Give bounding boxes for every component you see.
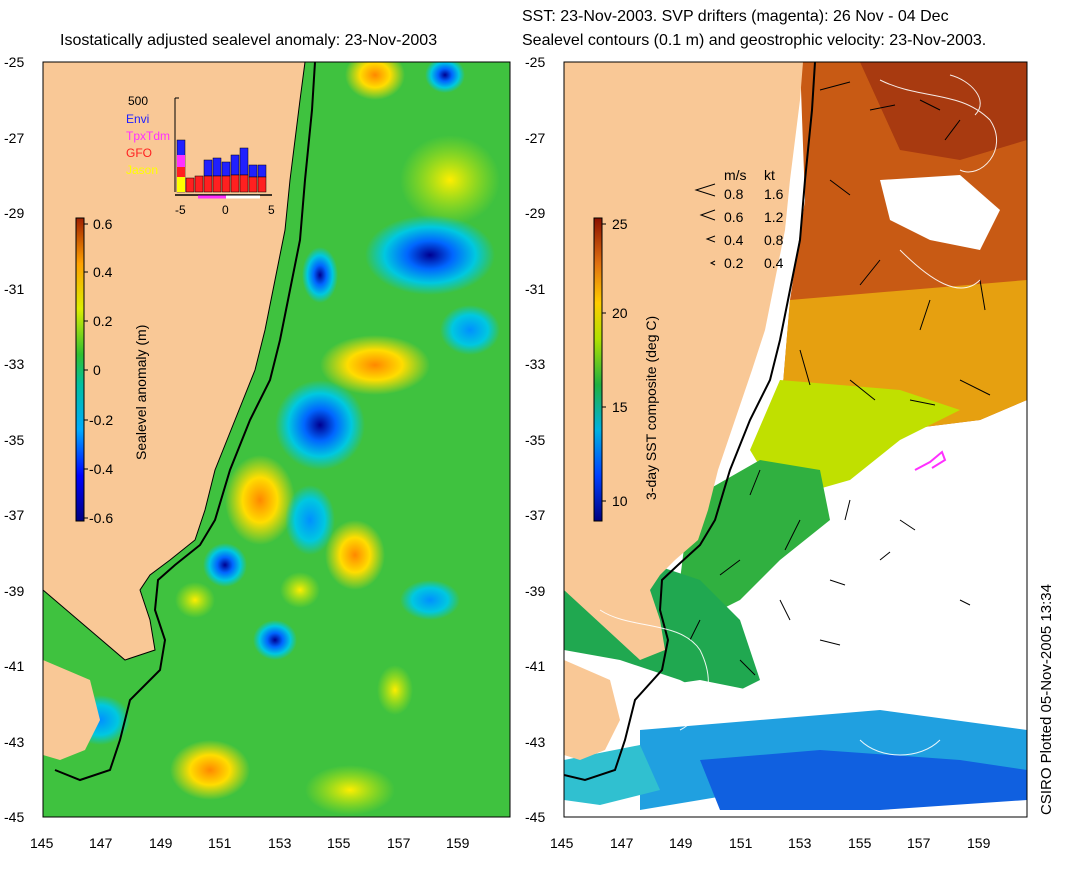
legend-envi: Envi bbox=[126, 112, 149, 126]
velocity-legend-ms: 0.8 bbox=[724, 186, 744, 202]
lat-label: -31 bbox=[525, 281, 545, 297]
lat-label: -25 bbox=[525, 54, 545, 70]
lon-label: 145 bbox=[30, 835, 54, 851]
lat-label: -43 bbox=[525, 734, 545, 750]
right-x-axis: 145 147 149 151 153 155 157 159 bbox=[550, 835, 991, 851]
sst-tick: 10 bbox=[612, 493, 628, 509]
left-map-frame bbox=[42, 61, 511, 818]
sst-map bbox=[564, 62, 1027, 817]
lat-label: -43 bbox=[4, 734, 24, 750]
lat-label: -41 bbox=[4, 658, 24, 674]
velocity-legend-header-ms: m/s bbox=[724, 167, 747, 183]
plot-credit: CSIRO Plotted 05-Nov-2005 13:34 bbox=[1038, 584, 1055, 815]
lat-label: -45 bbox=[4, 809, 24, 825]
lat-label: -27 bbox=[4, 130, 24, 146]
lat-label: -27 bbox=[525, 130, 545, 146]
velocity-legend-header-kt: kt bbox=[764, 167, 775, 183]
velocity-legend-kt: 0.4 bbox=[764, 255, 784, 271]
sla-tick: 0.6 bbox=[93, 216, 113, 232]
velocity-arrow-icon bbox=[709, 260, 716, 266]
lon-label: 151 bbox=[208, 835, 232, 851]
lon-label: 157 bbox=[387, 835, 411, 851]
lon-label: 153 bbox=[788, 835, 812, 851]
legend-jason: Jason bbox=[126, 163, 158, 177]
velocity-legend-ms: 0.6 bbox=[724, 209, 744, 225]
lat-label: -29 bbox=[525, 205, 545, 221]
lat-label: -39 bbox=[4, 583, 24, 599]
lon-label: 149 bbox=[669, 835, 693, 851]
left-x-axis: 145 147 149 151 153 155 157 159 bbox=[30, 835, 470, 851]
velocity-legend-kt: 1.6 bbox=[764, 186, 784, 202]
velocity-arrow-icon bbox=[705, 235, 716, 243]
sla-colorbar bbox=[75, 217, 85, 522]
sst-tick: 15 bbox=[612, 399, 628, 415]
sla-tick: 0 bbox=[93, 362, 101, 378]
lat-label: -29 bbox=[4, 205, 24, 221]
sealevel-anomaly-map bbox=[43, 62, 510, 817]
sla-tick: 0.2 bbox=[93, 313, 113, 329]
sla-colorbar-ticks: 0.6 0.4 0.2 0 -0.2 -0.4 -0.6 bbox=[84, 216, 113, 526]
sst-tick: 25 bbox=[612, 216, 628, 232]
right-y-axis: -25 -27 -29 -31 -33 -35 -37 -39 -41 -43 … bbox=[525, 54, 545, 825]
sla-tick: -0.4 bbox=[89, 461, 113, 477]
lat-label: -37 bbox=[4, 507, 24, 523]
velocity-legend-kt: 1.2 bbox=[764, 209, 784, 225]
sst-colorbar-label: 3-day SST composite (deg C) bbox=[643, 316, 659, 500]
lat-label: -25 bbox=[4, 54, 24, 70]
histogram-ymax-label: 500 bbox=[128, 94, 148, 108]
lon-label: 159 bbox=[967, 835, 991, 851]
left-map-title: Isostatically adjusted sealevel anomaly:… bbox=[60, 32, 438, 49]
velocity-arrow-icon bbox=[694, 183, 716, 197]
sla-tick: -0.6 bbox=[89, 510, 113, 526]
histogram-x-tick: 5 bbox=[268, 203, 275, 217]
legend-gfo: GFO bbox=[126, 146, 152, 160]
histogram-bars bbox=[176, 139, 267, 193]
lat-label: -39 bbox=[525, 583, 545, 599]
histogram-x-tick: 0 bbox=[222, 203, 229, 217]
lon-label: 155 bbox=[848, 835, 872, 851]
lon-label: 149 bbox=[149, 835, 173, 851]
lat-label: -45 bbox=[525, 809, 545, 825]
sla-colorbar-label: Sealevel anomaly (m) bbox=[133, 325, 149, 460]
legend-tpxtdm: TpxTdm bbox=[126, 129, 170, 143]
velocity-legend-kt: 0.8 bbox=[764, 232, 784, 248]
altimeter-histogram: 500 Envi TpxTdm GFO Jason bbox=[126, 94, 275, 217]
right-map-title-line1: SST: 23-Nov-2003. SVP drifters (magenta)… bbox=[522, 8, 949, 25]
lon-label: 151 bbox=[729, 835, 753, 851]
lat-label: -31 bbox=[4, 281, 24, 297]
sla-tick: -0.2 bbox=[89, 412, 113, 428]
lon-label: 159 bbox=[446, 835, 470, 851]
lon-label: 153 bbox=[268, 835, 292, 851]
velocity-arrow-icon bbox=[699, 209, 716, 221]
velocity-legend-ms: 0.4 bbox=[724, 232, 744, 248]
sst-colorbar bbox=[593, 217, 603, 522]
velocity-legend: m/s kt 0.8 1.6 0.6 1.2 0.4 0.8 0.2 0.4 bbox=[694, 167, 784, 271]
sst-colorbar-ticks: 25 20 15 10 bbox=[602, 216, 628, 509]
lat-label: -35 bbox=[4, 432, 24, 448]
sla-tick: 0.4 bbox=[93, 264, 113, 280]
lon-label: 155 bbox=[327, 835, 351, 851]
sst-tick: 20 bbox=[612, 305, 628, 321]
right-map-frame bbox=[563, 61, 1028, 818]
lat-label: -35 bbox=[525, 432, 545, 448]
lon-label: 157 bbox=[907, 835, 931, 851]
histogram-x-tick: -5 bbox=[175, 203, 186, 217]
right-map-title-line2: Sealevel contours (0.1 m) and geostrophi… bbox=[522, 32, 987, 49]
lon-label: 147 bbox=[89, 835, 113, 851]
left-y-axis: -25 -27 -29 -31 -33 -35 -37 -39 -41 -43 … bbox=[4, 54, 24, 825]
lon-label: 145 bbox=[550, 835, 574, 851]
lat-label: -33 bbox=[4, 356, 24, 372]
lat-label: -33 bbox=[525, 356, 545, 372]
velocity-legend-ms: 0.2 bbox=[724, 255, 744, 271]
lat-label: -41 bbox=[525, 658, 545, 674]
lon-label: 147 bbox=[610, 835, 634, 851]
lat-label: -37 bbox=[525, 507, 545, 523]
